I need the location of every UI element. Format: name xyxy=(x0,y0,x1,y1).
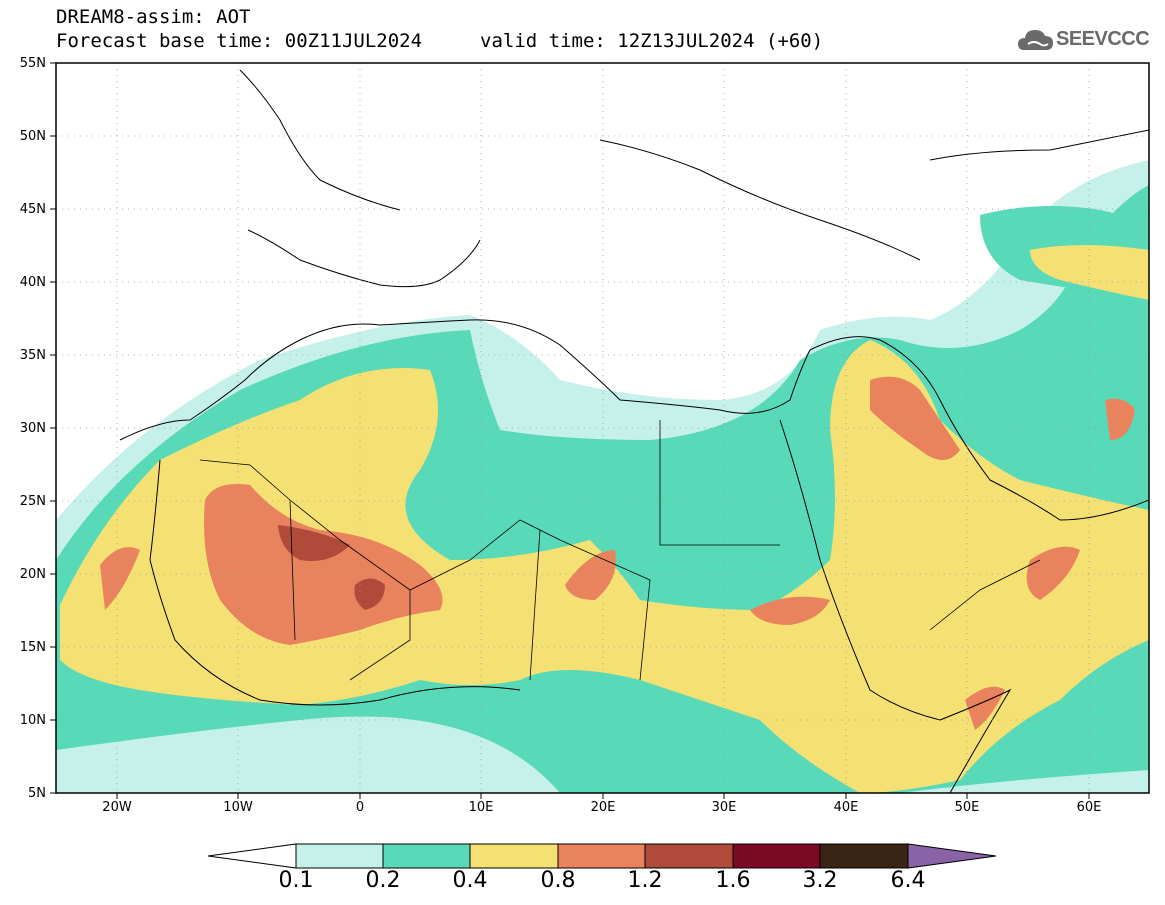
ticks xyxy=(50,62,1090,799)
aot-band-0.8 xyxy=(870,376,960,460)
lat-label: 35N xyxy=(19,348,46,363)
colorbar-label: 3.2 xyxy=(802,868,838,893)
lon-label: 0 xyxy=(355,800,365,815)
colorbar-swatch xyxy=(469,843,559,869)
colorbar-swatch xyxy=(644,843,734,869)
graticule xyxy=(56,63,1149,793)
lat-label: 45N xyxy=(19,202,46,217)
logo-text: SEEVCCC xyxy=(1056,28,1150,50)
borders xyxy=(199,420,1041,681)
lon-label: 20W xyxy=(102,800,132,815)
lon-label: 60E xyxy=(1076,800,1102,815)
aot-band-0.8 xyxy=(100,547,140,610)
lat-label: 40N xyxy=(19,275,46,290)
seevccc-logo: SEEVCCC xyxy=(1016,22,1156,58)
colorbar-swatch-under xyxy=(207,843,297,869)
aot-field xyxy=(56,63,1149,793)
colorbar-label: 0.1 xyxy=(278,868,314,893)
aot-band-0.8 xyxy=(204,484,443,645)
lat-label: 20N xyxy=(19,567,46,582)
aot-band-1.2 xyxy=(354,578,385,610)
lat-label: 30N xyxy=(19,421,46,436)
colorbar-swatch xyxy=(557,843,646,869)
aot-band-1.2 xyxy=(278,525,350,561)
colorbar-swatch xyxy=(819,843,909,869)
aot-band-0.8 xyxy=(565,550,616,600)
lon-label: 10E xyxy=(468,800,494,815)
valid-time: valid time: 12Z13JUL2024 (+60) xyxy=(480,30,824,52)
colorbar-label: 0.2 xyxy=(365,868,401,893)
aot-band-0.8 xyxy=(750,596,830,625)
lon-label: 20E xyxy=(590,800,616,815)
colorbar-label: 6.4 xyxy=(890,868,926,893)
colorbar-label: 1.2 xyxy=(627,868,663,893)
lon-label: 30E xyxy=(711,800,737,815)
lat-label: 10N xyxy=(19,713,46,728)
colorbar-swatch xyxy=(295,843,384,869)
aot-band-0.8 xyxy=(1105,398,1135,440)
colorbar-swatch xyxy=(732,843,821,869)
lon-label: 10W xyxy=(223,800,253,815)
colorbar-swatch xyxy=(382,843,471,869)
cloud-icon xyxy=(1018,30,1053,50)
colorbar-swatch-over xyxy=(907,843,997,869)
chart-title: DREAM8-assim: AOT xyxy=(56,6,251,28)
colorbar-label: 1.6 xyxy=(715,868,751,893)
forecast-base-time: Forecast base time: 00Z11JUL2024 xyxy=(56,30,423,52)
lat-label: 50N xyxy=(19,129,46,144)
lat-label: 5N xyxy=(28,786,46,801)
lon-label: 50E xyxy=(954,800,980,815)
colorbar-label: 0.8 xyxy=(540,868,576,893)
lat-label: 55N xyxy=(19,56,46,71)
aot-band-0.4 xyxy=(1030,245,1149,300)
lat-label: 25N xyxy=(19,494,46,509)
colorbar-label: 0.4 xyxy=(452,868,488,893)
lat-label: 15N xyxy=(19,640,46,655)
lon-label: 40E xyxy=(833,800,859,815)
coastlines xyxy=(119,69,1149,793)
